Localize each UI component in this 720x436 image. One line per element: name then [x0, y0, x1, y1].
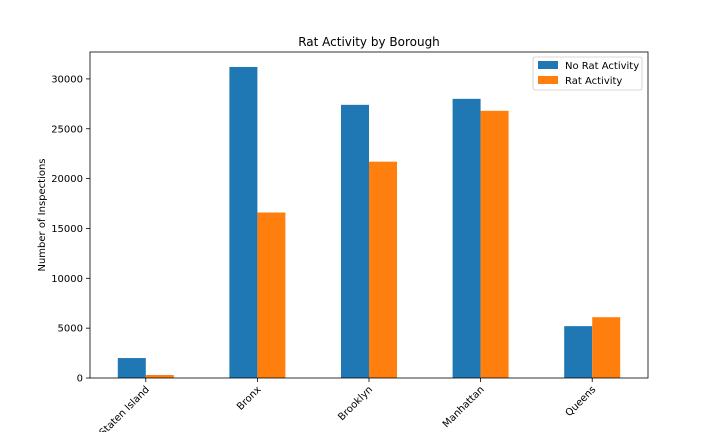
legend-swatch [538, 76, 558, 84]
y-tick-label: 20000 [51, 174, 83, 185]
y-axis-label: Number of Inspections [37, 158, 48, 271]
bar-rat-activity-manhattan [480, 110, 509, 378]
y-tick-label: 0 [77, 374, 83, 385]
bar-rat-activity-queens [592, 317, 621, 378]
legend-label: No Rat Activity [565, 61, 639, 72]
bar-rat-activity-brooklyn [369, 161, 397, 378]
bar-no-rat-activity-staten-island [117, 358, 146, 378]
x-tick-label: Brooklyn [336, 384, 375, 423]
legend-box [532, 56, 643, 91]
bars-layer [117, 66, 621, 379]
x-tick-label: Queens [564, 384, 599, 419]
y-axis-ticks: 0 5000 10000 15000 20000 25000 30000 [51, 74, 90, 385]
legend: No Rat Activity Rat Activity [532, 56, 643, 91]
y-tick-label: 15000 [51, 224, 83, 235]
legend-label: Rat Activity [565, 76, 622, 87]
bar-no-rat-activity-bronx [229, 66, 258, 378]
bar-rat-activity-staten-island [145, 375, 174, 378]
y-tick-label: 30000 [51, 74, 83, 85]
bar-no-rat-activity-queens [564, 326, 593, 378]
bar-no-rat-activity-brooklyn [341, 104, 369, 378]
bar-rat-activity-bronx [257, 212, 286, 378]
y-tick-label: 25000 [51, 124, 83, 135]
plot-area-frame [89, 51, 649, 379]
y-tick-label: 10000 [51, 274, 83, 285]
bar-no-rat-activity-manhattan [452, 98, 481, 379]
chart-title: Rat Activity by Borough [298, 35, 440, 49]
x-tick-label: Manhattan [441, 384, 487, 430]
x-axis-ticks: Staten Island Bronx Brooklyn Manhattan Queen… [98, 378, 599, 436]
legend-swatch [538, 61, 558, 69]
x-tick-label: Staten Island [98, 384, 152, 432]
y-tick-label: 5000 [58, 324, 83, 335]
x-tick-label: Bronx [235, 384, 263, 412]
